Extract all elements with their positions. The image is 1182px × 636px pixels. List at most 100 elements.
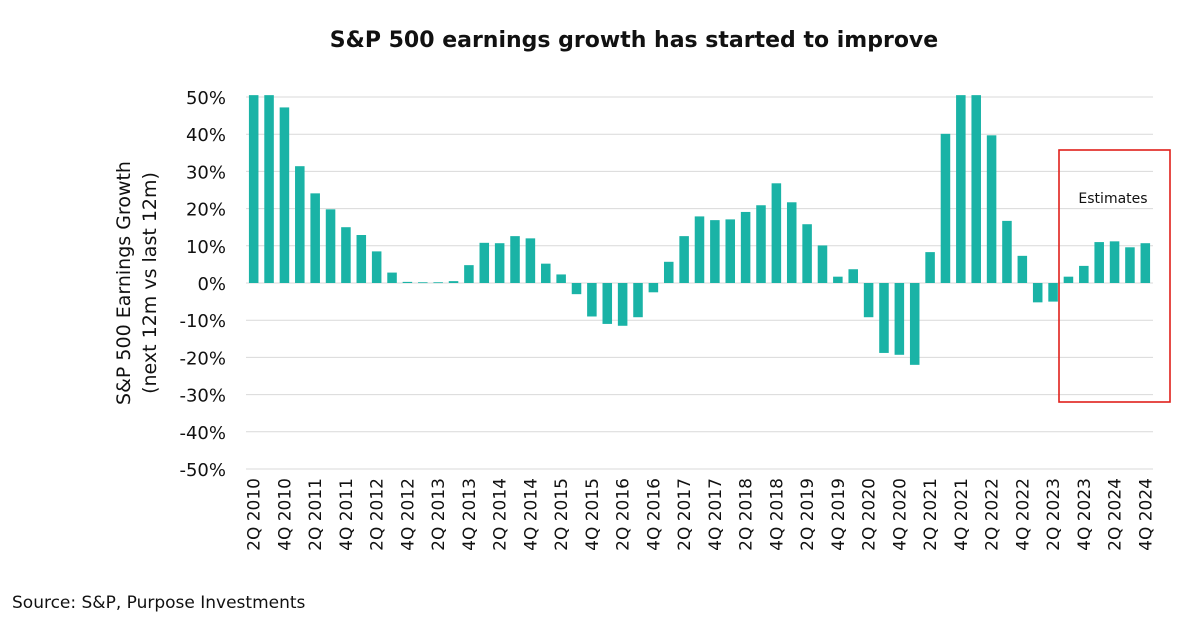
bar (479, 242, 490, 283)
bar (756, 205, 766, 283)
bar (433, 282, 443, 284)
bar (1002, 220, 1012, 283)
x-tick-label: 4Q 2011 (337, 478, 357, 551)
x-tick-label: 4Q 2022 (1013, 478, 1033, 551)
bar (956, 95, 966, 283)
bar (694, 216, 705, 283)
bar (1032, 283, 1043, 303)
y-tick-label: -50% (179, 460, 226, 481)
bar (1017, 255, 1028, 283)
x-tick-label: 4Q 2024 (1136, 478, 1156, 551)
bar (663, 261, 674, 283)
x-tick-label: 4Q 2015 (583, 478, 603, 551)
bar (863, 283, 874, 318)
bar (402, 281, 413, 283)
bar (986, 135, 997, 283)
bar (371, 251, 382, 283)
bar (279, 107, 290, 283)
bar (894, 283, 905, 355)
y-tick-labels: 50% 40% 30% 20% 10% 0% -10% -20% -30% -40% -50% (179, 88, 226, 481)
bar (1125, 247, 1135, 283)
x-tick-label: 4Q 2016 (644, 478, 664, 551)
bar (510, 236, 520, 283)
y-tick-label: 0% (197, 274, 226, 295)
bar (264, 95, 274, 283)
bar (571, 283, 582, 295)
bar (786, 202, 797, 283)
x-tick-label: 2Q 2012 (368, 478, 388, 551)
x-tick-label: 2Q 2013 (429, 478, 449, 551)
x-tick-label: 2Q 2017 (675, 478, 695, 551)
bar (617, 283, 628, 326)
x-tick-label: 2Q 2016 (614, 478, 634, 551)
x-tick-label: 2Q 2020 (860, 478, 880, 551)
x-tick-label: 4Q 2019 (829, 478, 849, 551)
x-tick-label: 4Q 2013 (460, 478, 480, 551)
y-tick-label: 20% (186, 200, 226, 221)
estimates-annotation: Estimates (1078, 191, 1147, 207)
bar (418, 282, 428, 284)
bar (817, 245, 828, 283)
bar (541, 263, 551, 283)
bar (525, 238, 536, 283)
x-tick-label: 2Q 2014 (491, 478, 511, 551)
x-tick-label: 2Q 2011 (306, 478, 326, 551)
y-tick-label: -40% (179, 423, 226, 444)
bar (1048, 283, 1058, 302)
bar (679, 236, 689, 283)
y-tick-label: 30% (186, 162, 226, 183)
x-tick-label: 4Q 2020 (890, 478, 910, 551)
y-tick-label: 40% (186, 125, 226, 146)
bar (356, 235, 367, 283)
bar (1094, 242, 1104, 283)
bar (740, 211, 751, 283)
bar (494, 243, 505, 283)
y-tick-label: -20% (179, 348, 226, 369)
bar (879, 283, 889, 353)
y-tick-label: -10% (179, 311, 226, 332)
x-tick-label: 2Q 2015 (552, 478, 572, 551)
bar (1109, 241, 1120, 283)
bar (771, 183, 782, 283)
bar (602, 283, 613, 324)
bar (1079, 265, 1089, 283)
x-tick-label: 2Q 2010 (245, 478, 265, 551)
source-note: Source: S&P, Purpose Investments (12, 593, 306, 613)
bar (925, 252, 935, 283)
bar (464, 265, 474, 283)
bar (1140, 243, 1151, 283)
bar (833, 276, 843, 283)
bar (1063, 276, 1074, 283)
bar (909, 283, 920, 365)
bar (971, 95, 981, 283)
chart-title: S&P 500 earnings growth has started to i… (330, 28, 938, 53)
x-tick-label: 4Q 2010 (275, 478, 295, 551)
bar (725, 219, 736, 283)
x-tick-labels: 2Q 2010 4Q 2010 2Q 2011 4Q 2011 2Q 2012 4Q 20… (245, 478, 1157, 551)
x-tick-label: 4Q 2017 (706, 478, 726, 551)
bar (710, 220, 720, 283)
x-tick-label: 2Q 2018 (737, 478, 757, 551)
x-tick-label: 2Q 2023 (1044, 478, 1064, 551)
x-tick-label: 4Q 2018 (767, 478, 787, 551)
y-axis-label: S&P 500 Earnings Growth (next 12m vs las… (113, 161, 161, 405)
bar (295, 166, 305, 283)
y-axis-label-line2: (next 12m vs last 12m) (139, 172, 161, 394)
bar (940, 133, 951, 283)
x-tick-label: 2Q 2019 (798, 478, 818, 551)
y-tick-label: 10% (186, 237, 226, 258)
bar (556, 274, 566, 283)
y-axis-label-line1: S&P 500 Earnings Growth (113, 161, 135, 405)
y-tick-label: 50% (186, 88, 226, 109)
bar (587, 283, 597, 317)
bar (387, 272, 397, 283)
x-tick-label: 2Q 2024 (1106, 478, 1126, 551)
x-tick-label: 2Q 2022 (983, 478, 1003, 551)
bar (448, 281, 459, 283)
bar (248, 95, 259, 283)
bar (648, 283, 659, 293)
y-tick-label: -30% (179, 386, 226, 407)
x-tick-label: 4Q 2023 (1075, 478, 1095, 551)
bar (310, 193, 320, 283)
